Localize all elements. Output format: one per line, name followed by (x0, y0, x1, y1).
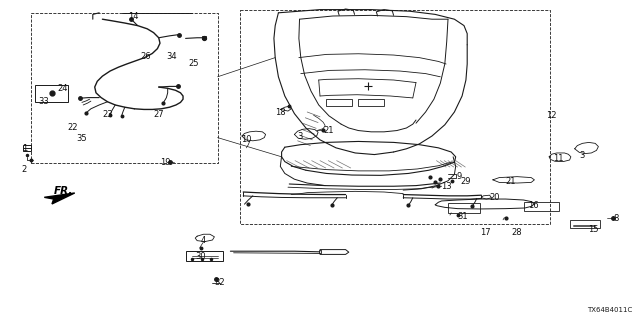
Bar (358, 99, 384, 106)
Text: 10: 10 (241, 135, 252, 144)
Text: 23: 23 (102, 110, 113, 119)
Text: 3: 3 (297, 132, 302, 141)
Text: 17: 17 (480, 228, 490, 237)
Text: 3: 3 (580, 151, 585, 160)
Text: 26: 26 (141, 52, 151, 61)
Text: 25: 25 (189, 59, 199, 68)
Text: 31: 31 (458, 212, 468, 221)
Text: 12: 12 (547, 111, 557, 120)
Text: 20: 20 (490, 193, 500, 202)
Text: 9: 9 (457, 172, 462, 181)
Text: 2: 2 (22, 165, 27, 174)
Text: 1: 1 (22, 144, 27, 153)
Bar (448, 203, 480, 213)
Text: 11: 11 (554, 154, 564, 163)
Text: 18: 18 (275, 108, 285, 117)
Text: 15: 15 (588, 225, 598, 234)
Text: 35: 35 (77, 134, 87, 143)
Text: 16: 16 (528, 201, 538, 210)
Text: TX64B4011C: TX64B4011C (587, 307, 632, 313)
Polygon shape (44, 193, 75, 204)
Bar (524, 202, 559, 211)
Bar (23, 145, 31, 151)
Text: FR.: FR. (54, 186, 73, 196)
Text: 29: 29 (461, 177, 471, 186)
Text: 19: 19 (160, 158, 170, 167)
Text: 32: 32 (214, 278, 225, 287)
Text: 30: 30 (195, 252, 205, 261)
Text: 34: 34 (166, 52, 177, 61)
Text: 33: 33 (38, 97, 49, 106)
Bar (35, 85, 68, 102)
Text: 13: 13 (442, 182, 452, 191)
Bar (186, 251, 223, 261)
Text: 8: 8 (614, 214, 619, 223)
Text: 27: 27 (154, 110, 164, 119)
Text: 22: 22 (67, 123, 77, 132)
Text: 14: 14 (128, 12, 138, 21)
Bar (570, 220, 600, 228)
Text: 4: 4 (201, 236, 206, 245)
Text: 28: 28 (512, 228, 522, 237)
Text: 24: 24 (58, 84, 68, 93)
Text: 21: 21 (506, 177, 516, 186)
Bar (326, 99, 352, 106)
Text: 21: 21 (323, 126, 333, 135)
